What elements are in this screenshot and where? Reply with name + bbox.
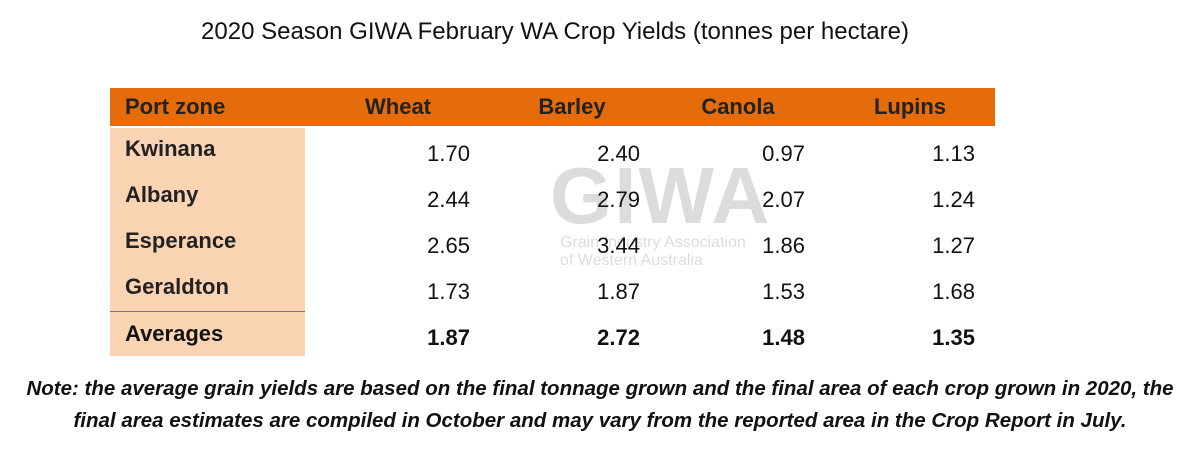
cell-value: 1.73: [427, 279, 470, 304]
averages-label: Averages: [125, 321, 224, 346]
average-value: 2.72: [597, 325, 640, 350]
average-value: 1.87: [427, 325, 470, 350]
average-value: 1.48: [762, 325, 805, 350]
row-label: Esperance: [125, 228, 237, 253]
watermark-name: Grain Industry Association: [560, 234, 746, 251]
column-header: Canola: [701, 94, 775, 119]
cell-value: 2.65: [427, 233, 470, 258]
row-label: Kwinana: [125, 136, 216, 161]
cell-value: 1.24: [932, 187, 975, 212]
cell-value: 2.79: [597, 187, 640, 212]
watermark: GIWA Grain Industry Association of Weste…: [400, 150, 769, 280]
row-label: Geraldton: [125, 274, 229, 299]
cell-value: 1.87: [597, 279, 640, 304]
watermark-logo: GIWA: [550, 151, 772, 240]
note: Note: the average grain yields are based…: [26, 377, 1174, 432]
title: 2020 Season GIWA February WA Crop Yields…: [201, 18, 909, 45]
cell-value: 3.44: [597, 233, 640, 258]
averages-separator: [110, 311, 305, 312]
cell-value: 1.86: [762, 233, 805, 258]
row-label: Albany: [125, 182, 199, 207]
cell-value: 1.53: [762, 279, 805, 304]
cell-value: 1.68: [932, 279, 975, 304]
cell-value: 1.70: [427, 141, 470, 166]
cell-value: 2.07: [762, 187, 805, 212]
cell-value: 0.97: [762, 141, 805, 166]
cell-value: 2.40: [597, 141, 640, 166]
header-background: [110, 88, 995, 126]
column-header: Lupins: [873, 94, 947, 119]
cell-value: 2.44: [427, 187, 470, 212]
column-header: Port zone: [125, 94, 226, 119]
cell-value: 1.27: [932, 233, 975, 258]
watermark-region: of Western Australia: [560, 252, 703, 269]
cell-value: 1.13: [932, 141, 975, 166]
first-column-background: [110, 128, 305, 356]
average-value: 1.35: [932, 325, 975, 350]
column-header: Wheat: [365, 94, 431, 119]
column-header: Barley: [538, 94, 606, 119]
